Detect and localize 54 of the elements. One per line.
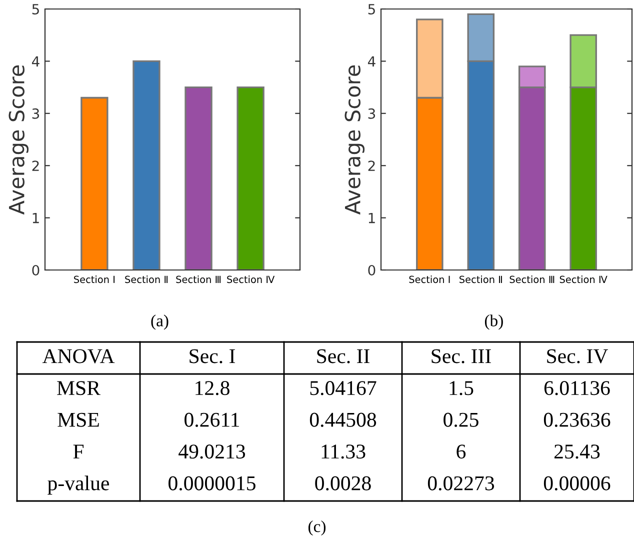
- y-tick-label: 0: [32, 264, 40, 276]
- text: 0.0028: [315, 476, 371, 490]
- y-axis-title: Average Score: [344, 65, 365, 215]
- text: 0.0000015: [168, 476, 256, 490]
- x-tick-label: Section Ⅱ: [125, 276, 168, 284]
- category-label: Sec. III: [432, 349, 491, 364]
- text: 0.44508: [310, 412, 376, 427]
- x-tick-label: Section Ⅳ: [227, 276, 275, 284]
- text: 25.43: [554, 444, 600, 459]
- x-tick-label: Section Ⅲ: [510, 276, 554, 284]
- y-tick-label: 5: [368, 4, 375, 14]
- y-tick-label: 4: [32, 56, 40, 66]
- text: 0.02273: [428, 476, 494, 490]
- x-tick-label: Section Ⅰ: [409, 276, 450, 284]
- text: 0.23636: [544, 412, 610, 427]
- y-tick-label: 3: [32, 108, 40, 119]
- y-tick-label: 2: [368, 160, 375, 171]
- category-label: Sec. II: [317, 349, 370, 364]
- text: 0.00006: [544, 476, 610, 490]
- text: 6: [456, 444, 466, 459]
- bar: [184, 86, 212, 270]
- x-tick-label: Section Ⅲ: [176, 276, 221, 284]
- text: 11.33: [322, 444, 366, 459]
- text: MSE: [58, 412, 99, 427]
- text: 49.0213: [178, 444, 246, 459]
- x-tick-label: Section Ⅱ: [460, 276, 502, 284]
- y-tick-label: 3: [368, 108, 376, 119]
- x-tick-label: Section Ⅳ: [560, 276, 608, 284]
- text: 1.5: [450, 381, 474, 396]
- y-tick-label: 1: [32, 212, 39, 224]
- y-tick-label: 5: [32, 4, 39, 14]
- text: (a): [151, 314, 168, 330]
- y-tick-label: 2: [32, 160, 39, 171]
- text: 0.2611: [184, 412, 240, 427]
- bar: [80, 96, 108, 270]
- y-tick-label: 1: [368, 212, 375, 224]
- x-tick-label: Section Ⅰ: [74, 276, 115, 284]
- text: 12.8: [196, 381, 230, 396]
- category-label: ANOVA: [42, 349, 115, 364]
- bar: [132, 60, 160, 270]
- y-axis-title: Average Score: [8, 65, 29, 215]
- text: (b): [484, 314, 503, 330]
- y-tick-label: 4: [368, 56, 376, 66]
- text: (c): [308, 520, 326, 536]
- text: 6.01136: [544, 381, 610, 396]
- text: 5.04167: [310, 381, 376, 396]
- text: MSR: [57, 381, 100, 396]
- y-tick-label: 0: [368, 264, 376, 276]
- category-label: Sec. IV: [547, 349, 608, 364]
- text: p-value: [48, 476, 110, 495]
- text: F: [73, 444, 84, 458]
- text: 0.25: [444, 412, 478, 427]
- category-label: Sec. I: [190, 349, 235, 364]
- bar: [236, 86, 264, 270]
